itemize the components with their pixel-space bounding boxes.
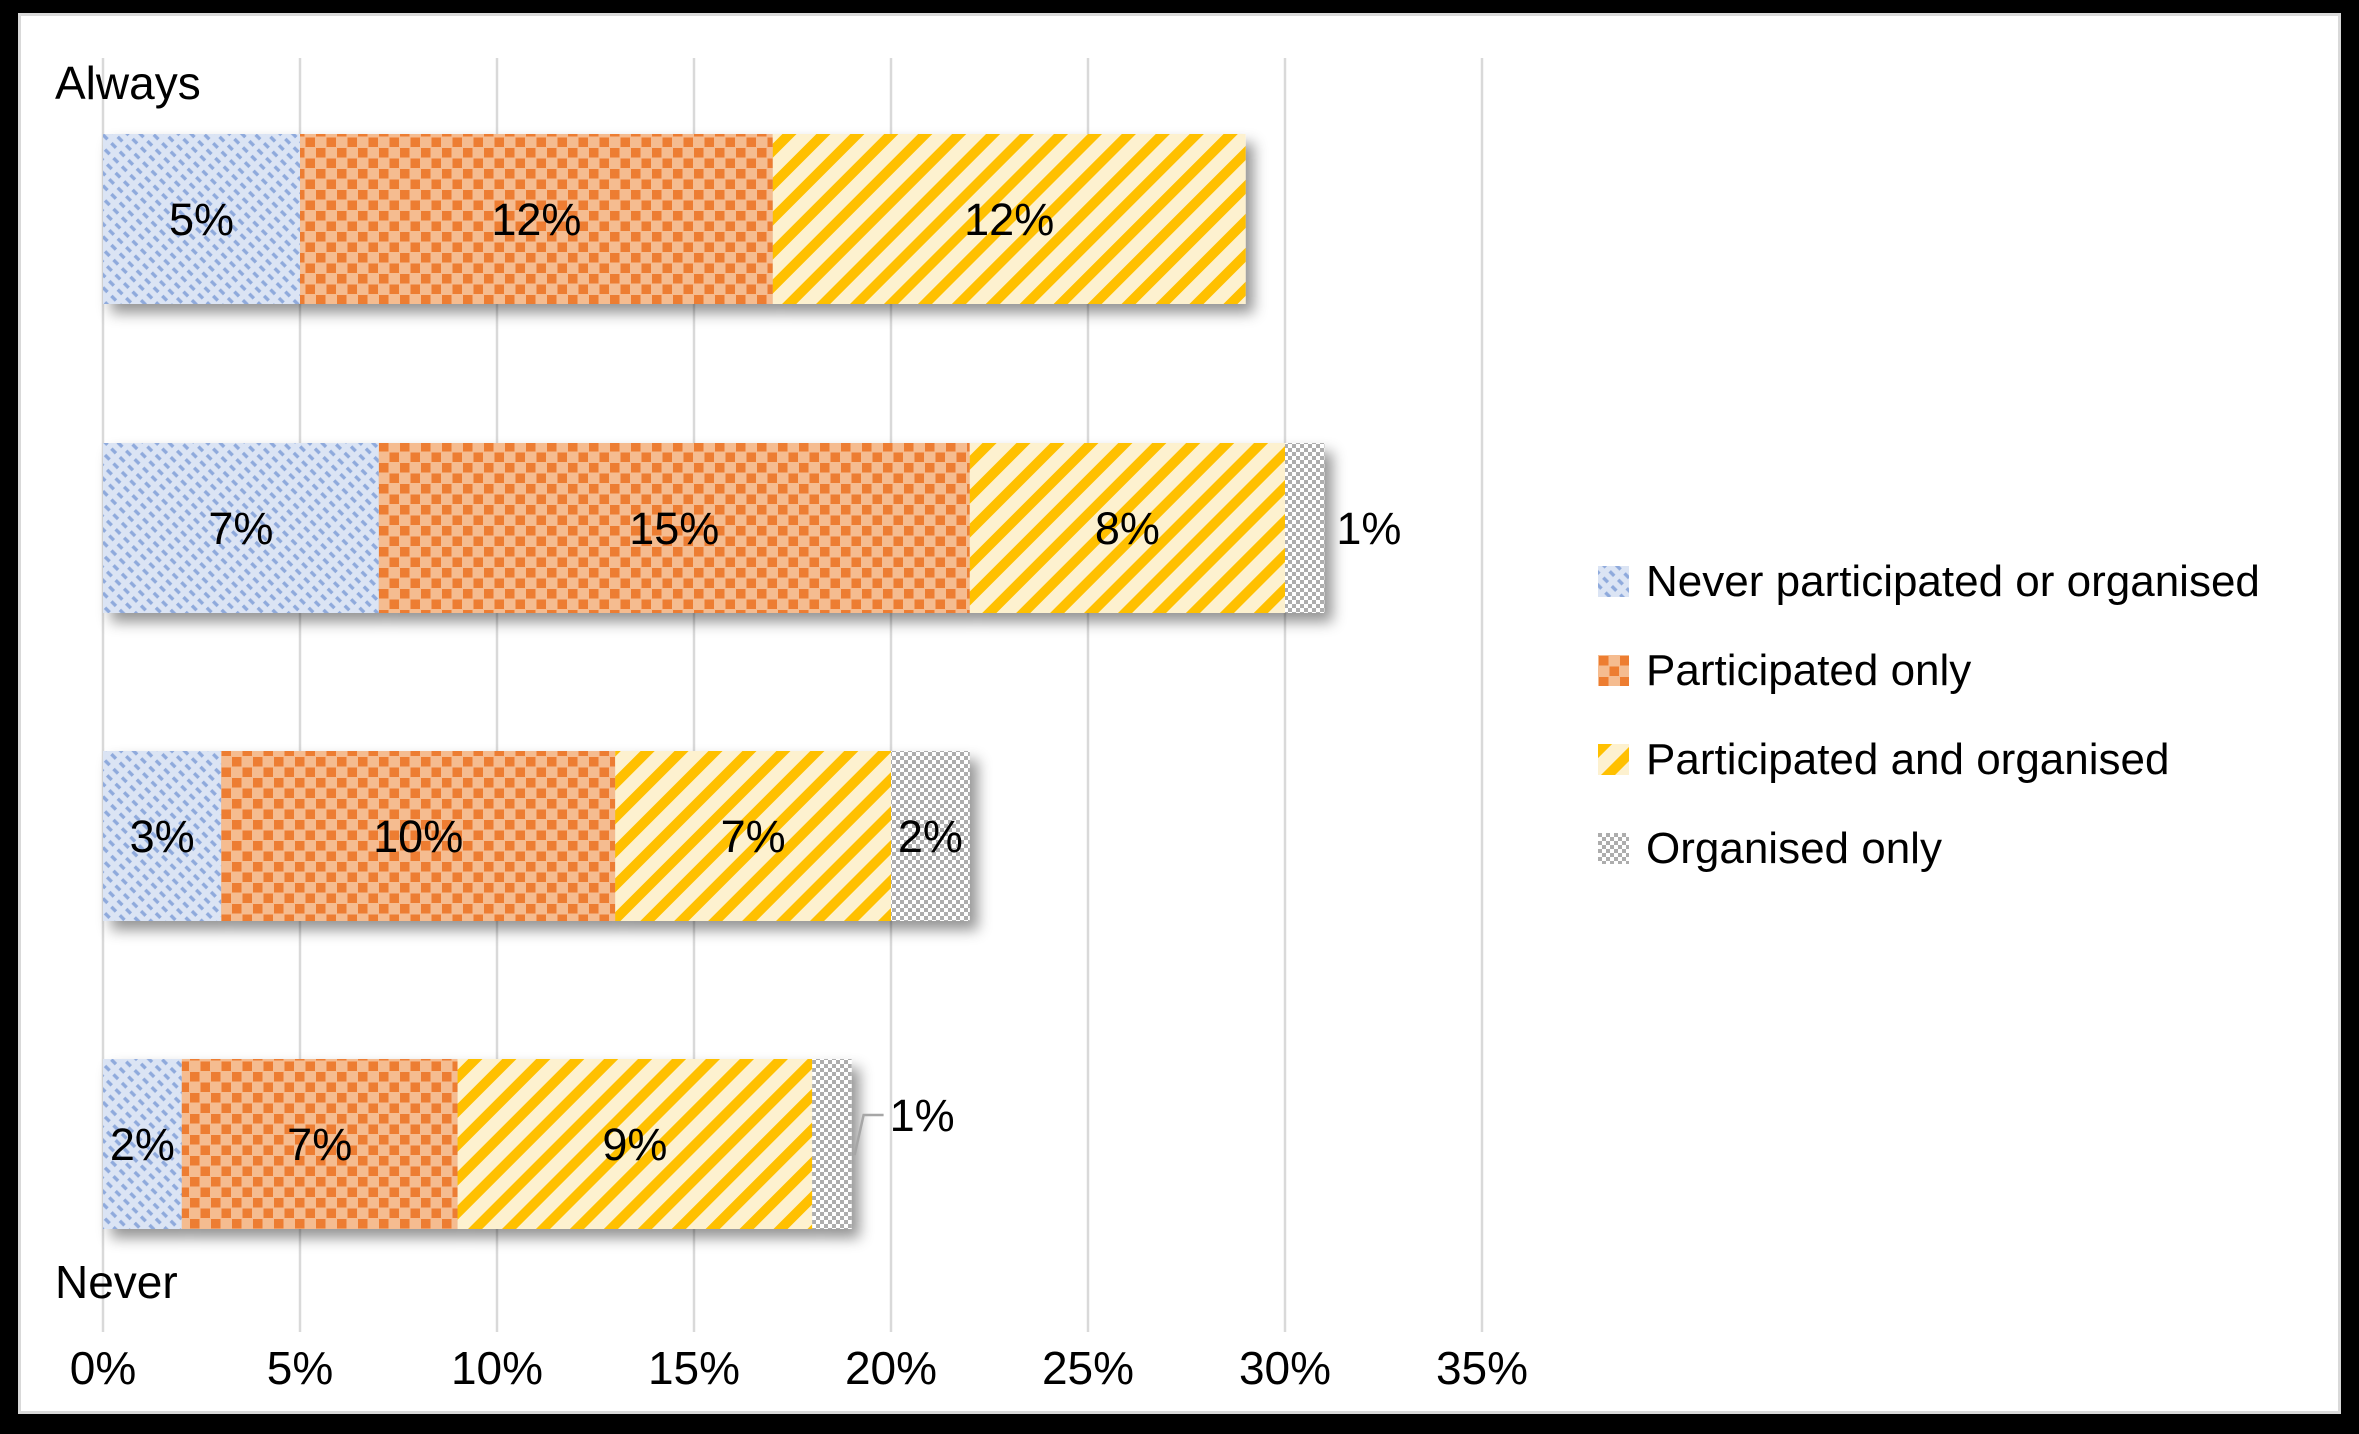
- outside-data-labels: 1% 1%: [853, 503, 1401, 1156]
- bar-segment: [103, 1059, 182, 1229]
- bar-segment: [300, 134, 773, 304]
- bar-segment: [615, 751, 891, 921]
- bar-segment: [221, 751, 616, 921]
- bar-segment-label: 7%: [208, 503, 273, 554]
- bar-segment-label: 2%: [898, 811, 963, 862]
- bar-segment-label: 2%: [110, 1119, 175, 1170]
- category-label-always: Always: [55, 57, 201, 109]
- bar-row: 5% 12% 12%: [103, 134, 1246, 304]
- bar-segment: [891, 751, 970, 921]
- bar-segment-label-outside: 1%: [1336, 503, 1401, 554]
- legend-swatch-yellow-pattern-icon: [1598, 744, 1629, 775]
- bar-segment: [812, 1059, 852, 1229]
- bar-segment: [103, 134, 300, 304]
- label-leader-line: [853, 1113, 884, 1156]
- legend-swatch-gray-pattern-icon: [1598, 833, 1629, 864]
- legend-label: Never participated or organised: [1646, 556, 2260, 606]
- x-tick-label: 35%: [1436, 1342, 1528, 1394]
- legend-swatch-blue-pattern-icon: [1598, 566, 1629, 597]
- bar-segment-label: 15%: [629, 503, 719, 554]
- bar-row: 3% 10% 7% 2%: [103, 751, 970, 921]
- bar-segment-label: 12%: [491, 194, 581, 245]
- x-axis-ticks: 0% 5% 10% 15% 20% 25% 30% 35%: [70, 1342, 1528, 1394]
- bar-segment-label: 8%: [1095, 503, 1160, 554]
- bar-segment: [1285, 443, 1325, 613]
- x-tick-label: 0%: [70, 1342, 136, 1394]
- bar-segment: [181, 1059, 458, 1229]
- x-tick-label: 25%: [1042, 1342, 1134, 1394]
- bar-segment-label: 7%: [287, 1119, 352, 1170]
- legend-label: Participated only: [1646, 645, 1972, 695]
- legend-item: Participated and organised: [1598, 715, 2260, 804]
- legend-swatch-orange-pattern-icon: [1598, 655, 1629, 686]
- bar-segment: [969, 443, 1285, 613]
- bar-segment: [103, 443, 379, 613]
- legend-item: Participated only: [1598, 626, 2260, 715]
- legend-item: Never participated or organised: [1598, 537, 2260, 626]
- x-tick-label: 10%: [451, 1342, 543, 1394]
- bar-segment-label-outside: 1%: [890, 1090, 955, 1141]
- bar-segment-label: 10%: [373, 811, 463, 862]
- bar-segment-label: 12%: [964, 194, 1054, 245]
- bar-segment-label: 7%: [721, 811, 786, 862]
- legend-item: Organised only: [1598, 804, 2260, 893]
- bar-segment: [378, 443, 970, 613]
- bar-row: 2% 7% 9%: [103, 1059, 852, 1229]
- bar-segment-label: 9%: [602, 1119, 667, 1170]
- bars: 5% 12% 12% 7% 15% 8% 3% 10% 7% 2% 2% 7% 9%: [103, 134, 1325, 1229]
- category-label-never: Never: [55, 1256, 178, 1308]
- x-tick-label: 20%: [845, 1342, 937, 1394]
- bar-segment-label: 5%: [169, 194, 234, 245]
- x-tick-label: 15%: [648, 1342, 740, 1394]
- bar-segment-label: 3%: [130, 811, 195, 862]
- bar-row: 7% 15% 8%: [103, 443, 1325, 613]
- x-tick-label: 5%: [267, 1342, 333, 1394]
- x-tick-label: 30%: [1239, 1342, 1331, 1394]
- legend: Never participated or organised Particip…: [1598, 537, 2260, 893]
- legend-label: Participated and organised: [1646, 734, 2170, 784]
- legend-label: Organised only: [1646, 823, 1942, 873]
- bar-segment: [772, 134, 1246, 304]
- bar-segment: [457, 1059, 813, 1229]
- bar-segment: [103, 751, 222, 921]
